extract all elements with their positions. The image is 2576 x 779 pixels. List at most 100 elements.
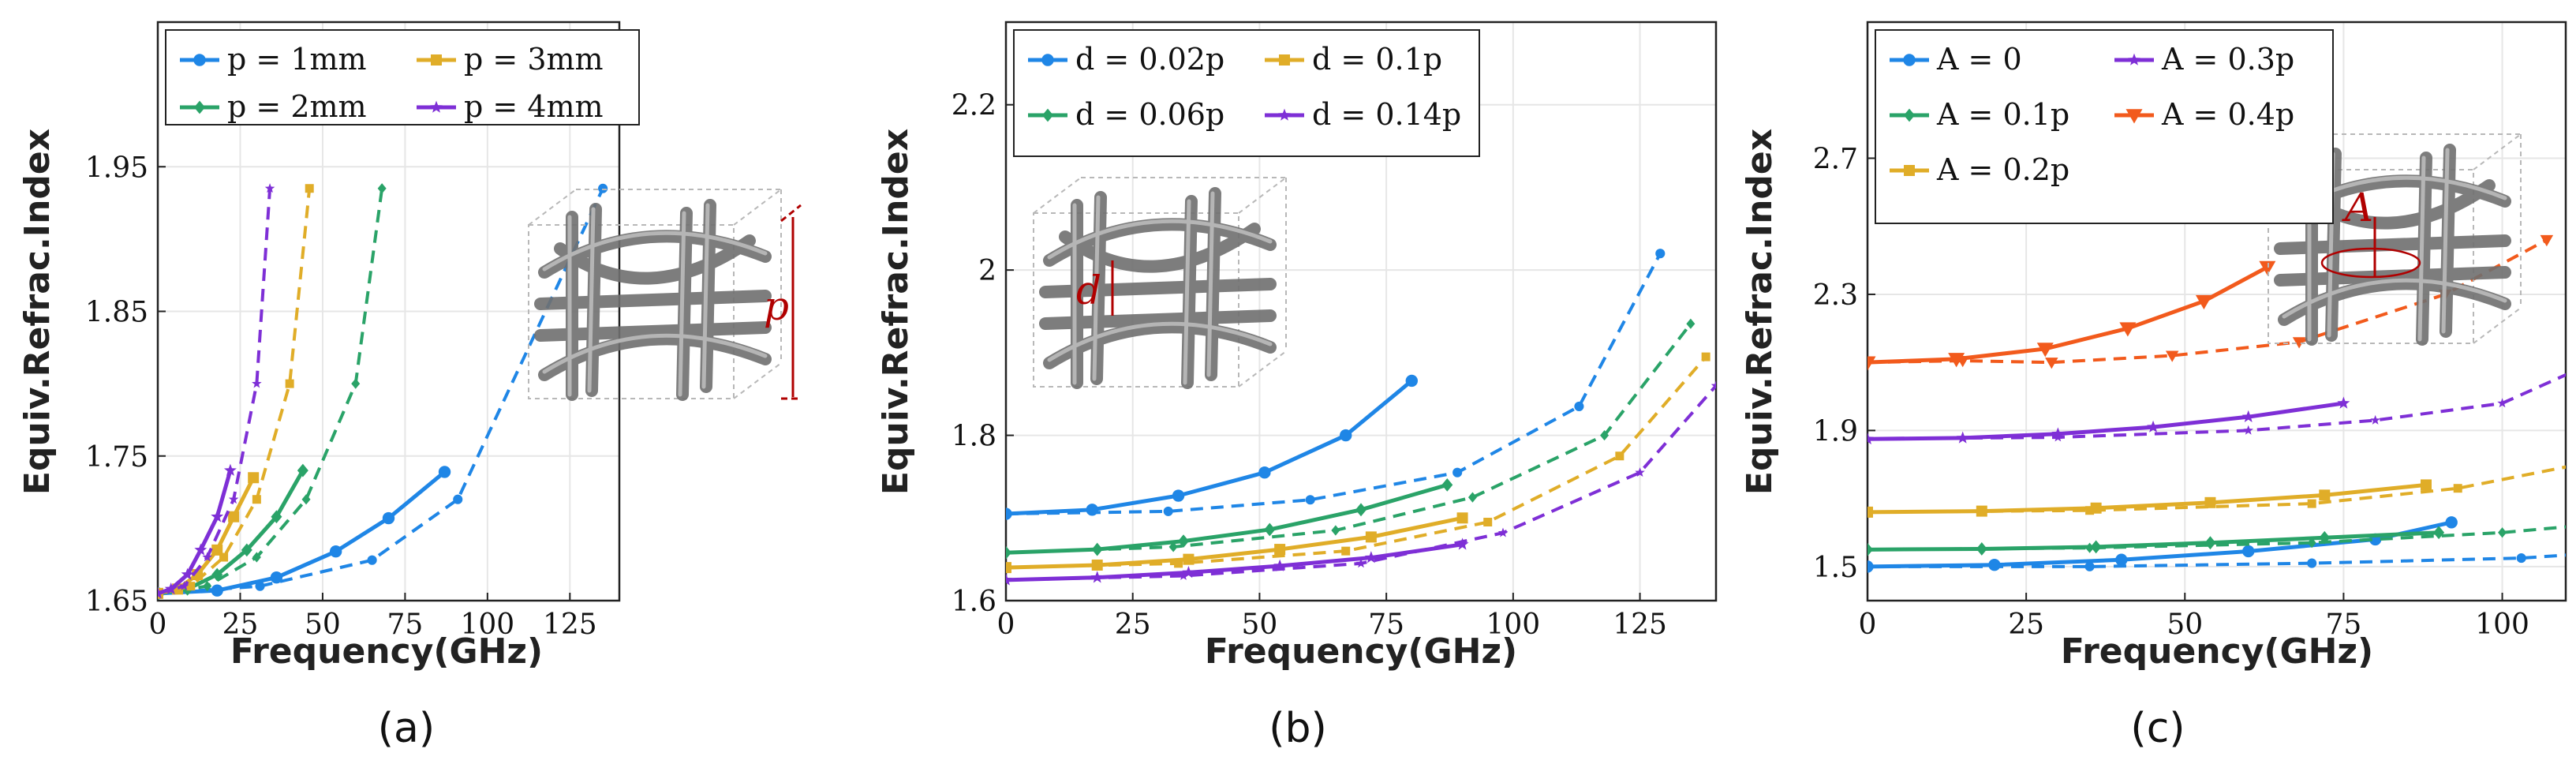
lattice-inset-icon <box>529 189 781 399</box>
data-point <box>2433 526 2445 540</box>
data-point <box>1364 551 1378 564</box>
y-tick-label: 1.75 <box>85 441 148 474</box>
data-point <box>1655 249 1666 259</box>
data-point <box>2036 343 2054 358</box>
series-line <box>1006 542 1463 582</box>
data-point <box>1405 374 1418 388</box>
panel-c-inset: A <box>2268 134 2521 343</box>
data-point <box>1168 541 1178 552</box>
series-line <box>1006 384 1716 582</box>
y-tick-label: 2.2 <box>952 90 996 122</box>
legend-entry-label: d = 0.1p <box>1312 42 1442 77</box>
legend-marker <box>2128 53 2140 66</box>
panel-b-label: (b) <box>1269 705 1327 752</box>
legend-marker <box>1904 108 1915 122</box>
panel-c-xlabel: Frequency(GHz) <box>2061 631 2373 672</box>
legend-entry-label: A = 0.4p <box>2161 97 2294 132</box>
data-point <box>1178 570 1189 580</box>
legend-entry-label: d = 0.14p <box>1312 97 1461 132</box>
data-point <box>2259 260 2276 275</box>
data-point <box>1163 506 1173 516</box>
data-point <box>1006 575 1011 585</box>
x-tick-label: 25 <box>1115 609 1151 641</box>
y-tick-label: 1.85 <box>85 297 148 329</box>
data-point <box>2204 536 2216 550</box>
y-tick-label: 1.65 <box>85 586 148 618</box>
series-line <box>1006 482 1448 555</box>
series-line <box>158 188 272 595</box>
data-point <box>2445 516 2458 529</box>
legend-entry-label: d = 0.06p <box>1075 97 1224 132</box>
data-point <box>438 466 451 478</box>
data-point <box>2307 499 2316 508</box>
series-line <box>1868 482 2427 515</box>
y-tick-label: 1.8 <box>952 421 996 453</box>
y-tick-label: 1.6 <box>952 586 996 618</box>
legend-marker <box>2125 109 2143 124</box>
data-point <box>1483 518 1493 527</box>
legend-entry-label: A = 0.2p <box>1936 152 2069 187</box>
panel-a-period-annotation: p <box>764 283 789 329</box>
x-tick-label: 25 <box>2008 609 2044 641</box>
data-point <box>241 543 252 557</box>
data-point <box>1365 531 1377 543</box>
legend-marker <box>1903 54 1916 66</box>
panel-b-series <box>1006 249 1716 586</box>
data-point <box>1868 507 1872 517</box>
data-point <box>305 184 314 193</box>
panel-c-legend: A = 0 A = 0.3p A = 0.1p A = 0.4p A = 0.2p <box>1875 29 2334 224</box>
data-point <box>351 378 361 389</box>
series-line <box>1868 553 2566 568</box>
legend-marker <box>1278 108 1291 121</box>
data-point <box>228 494 239 504</box>
data-point <box>164 582 178 595</box>
x-tick-label: 75 <box>1368 609 1404 641</box>
data-point <box>1574 401 1584 411</box>
x-tick-label: 125 <box>1613 609 1667 641</box>
data-point <box>377 183 387 194</box>
series-line <box>1868 530 2440 552</box>
data-point <box>453 494 463 504</box>
legend-marker <box>1279 54 1290 66</box>
y-tick-label: 2 <box>978 255 996 287</box>
data-point <box>1264 522 1276 537</box>
data-point <box>181 567 194 580</box>
data-point <box>228 511 240 522</box>
data-point <box>1006 563 1011 572</box>
data-point <box>2045 358 2058 369</box>
legend-marker <box>193 54 206 66</box>
data-point <box>2307 537 2316 549</box>
legend-entry-label: p = 4mm <box>464 89 604 124</box>
panel-b-ylabel: Equiv.Refrac.Index <box>876 129 916 495</box>
y-tick-label: 2.3 <box>1813 279 1858 312</box>
x-tick-label: 100 <box>2475 609 2529 641</box>
legend-marker <box>430 100 443 113</box>
data-point <box>194 543 208 556</box>
data-point <box>1868 358 1875 369</box>
data-point <box>598 183 608 193</box>
data-point <box>2119 322 2137 337</box>
data-point <box>1341 546 1351 556</box>
data-point <box>1355 503 1367 517</box>
data-point <box>211 544 223 556</box>
data-point <box>252 378 262 388</box>
data-point <box>2053 432 2063 442</box>
x-tick-label: 0 <box>149 609 167 641</box>
data-point <box>2516 553 2526 564</box>
data-point <box>2115 553 2128 566</box>
series-line <box>158 188 312 595</box>
series-line <box>1006 253 1662 516</box>
series-line <box>1006 322 1692 555</box>
data-point <box>1305 495 1315 505</box>
data-point <box>2195 294 2212 310</box>
data-point <box>1868 544 1872 555</box>
data-point <box>2084 561 2095 571</box>
data-point <box>1710 380 1716 391</box>
legend-marker <box>1904 165 1915 176</box>
data-point <box>297 463 308 478</box>
data-point <box>2243 425 2254 435</box>
data-point <box>1956 431 1969 444</box>
data-point <box>329 545 342 558</box>
data-point <box>2085 506 2095 515</box>
series-line <box>1006 379 1413 516</box>
